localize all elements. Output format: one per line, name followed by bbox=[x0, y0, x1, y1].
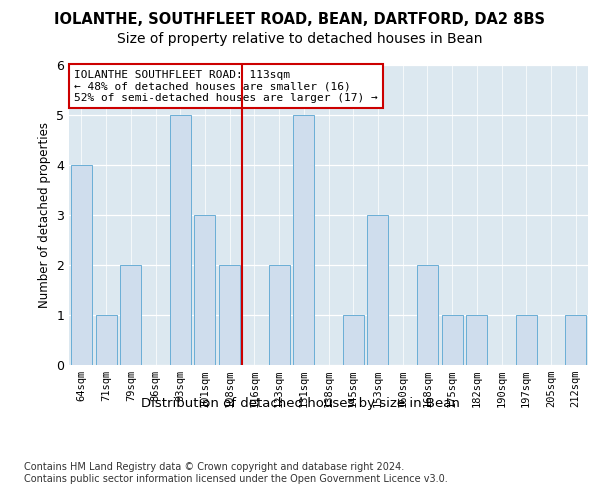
Bar bbox=[293, 115, 314, 365]
Bar bbox=[343, 315, 364, 365]
Text: IOLANTHE, SOUTHFLEET ROAD, BEAN, DARTFORD, DA2 8BS: IOLANTHE, SOUTHFLEET ROAD, BEAN, DARTFOR… bbox=[55, 12, 545, 28]
Bar bbox=[95, 315, 116, 365]
Text: Distribution of detached houses by size in Bean: Distribution of detached houses by size … bbox=[140, 398, 460, 410]
Text: Size of property relative to detached houses in Bean: Size of property relative to detached ho… bbox=[117, 32, 483, 46]
Y-axis label: Number of detached properties: Number of detached properties bbox=[38, 122, 50, 308]
Bar bbox=[219, 265, 240, 365]
Bar bbox=[466, 315, 487, 365]
Bar bbox=[120, 265, 141, 365]
Bar bbox=[417, 265, 438, 365]
Bar bbox=[565, 315, 586, 365]
Bar bbox=[71, 165, 92, 365]
Text: IOLANTHE SOUTHFLEET ROAD: 113sqm
← 48% of detached houses are smaller (16)
52% o: IOLANTHE SOUTHFLEET ROAD: 113sqm ← 48% o… bbox=[74, 70, 378, 102]
Bar bbox=[442, 315, 463, 365]
Text: Contains HM Land Registry data © Crown copyright and database right 2024.
Contai: Contains HM Land Registry data © Crown c… bbox=[24, 462, 448, 484]
Bar bbox=[516, 315, 537, 365]
Bar bbox=[367, 215, 388, 365]
Bar bbox=[194, 215, 215, 365]
Bar bbox=[170, 115, 191, 365]
Bar bbox=[269, 265, 290, 365]
